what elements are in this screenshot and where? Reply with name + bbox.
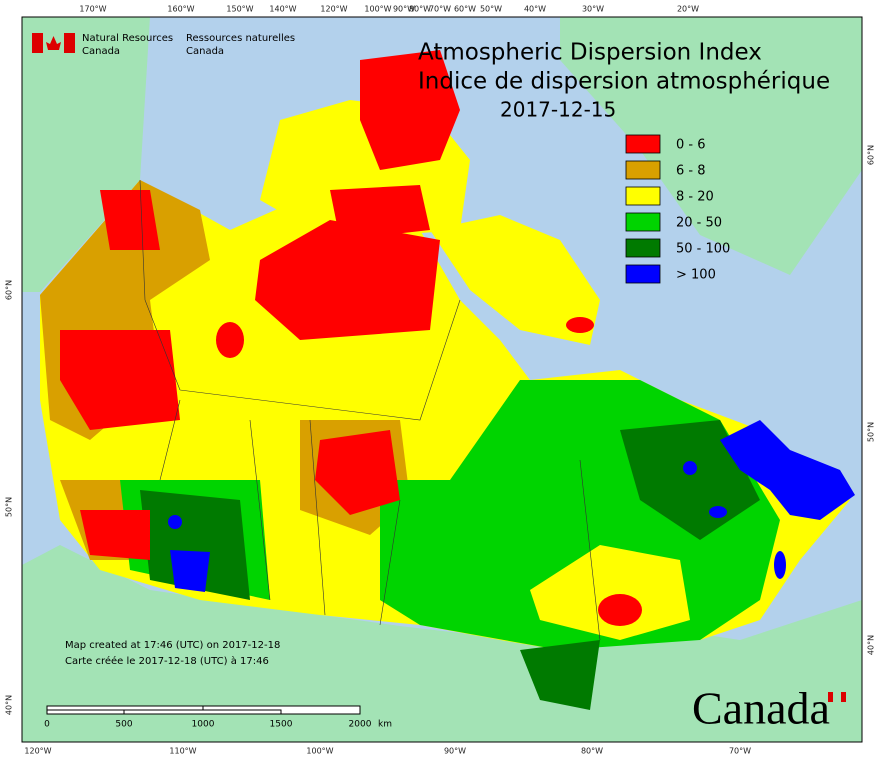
scale-bar [46, 705, 361, 715]
logo-text: Canada [82, 46, 120, 57]
longitude-label: 60°W [454, 5, 476, 14]
scale-label: 2000 [349, 720, 372, 730]
legend-swatch [625, 238, 661, 258]
logo-text: Natural Resources [82, 33, 173, 44]
zone [80, 510, 150, 560]
longitude-label: 90°W [393, 5, 415, 14]
zone [709, 506, 727, 518]
latitude-label: 50°N [5, 497, 14, 517]
zone [566, 317, 594, 333]
note: Carte créée le 2017-12-18 (UTC) à 17:46 [65, 655, 269, 667]
scale-label: 500 [115, 720, 132, 730]
zone [170, 550, 210, 592]
frame [21, 16, 863, 743]
legend-label: 0 - 6 [676, 138, 706, 153]
longitude-label: 90°W [444, 747, 466, 756]
legend-label: 50 - 100 [676, 242, 730, 257]
zone [315, 430, 400, 515]
longitude-label: 150°W [226, 5, 253, 14]
dispersion-zones [40, 50, 855, 710]
longitude-label: 160°W [167, 5, 194, 14]
longitude-label: 70°W [429, 5, 451, 14]
longitude-label: 120°W [320, 5, 347, 14]
zone [683, 461, 697, 475]
longitude-label: 30°W [582, 5, 604, 14]
provinces [139, 179, 601, 641]
longitude-label: 50°W [480, 5, 502, 14]
zone [530, 545, 690, 640]
longitude-label: 40°W [524, 5, 546, 14]
latitude-label: 40°N [867, 635, 876, 655]
longitude-label: 100°W [306, 747, 333, 756]
zone [140, 490, 250, 600]
longitude-label: 20°W [677, 5, 699, 14]
longitude-label: 140°W [269, 5, 296, 14]
logo-text: Ressources naturelles [186, 33, 295, 44]
zone [216, 322, 244, 358]
scale-unit: km [378, 720, 392, 730]
zone [330, 185, 430, 240]
nrcan-logo: Natural Resources Canada Ressources natu… [32, 33, 295, 57]
legend-label: > 100 [676, 268, 716, 283]
legend-swatch [625, 212, 661, 232]
zone [100, 190, 160, 250]
scale-label: 1000 [192, 720, 215, 730]
longitude-label: 80°W [581, 747, 603, 756]
zone [598, 594, 642, 626]
longitude-label: 80°W [409, 5, 431, 14]
longitude-label: 120°W [24, 747, 51, 756]
zone [60, 330, 180, 430]
title: Indice de dispersion atmosphérique [418, 69, 830, 95]
latitude-label: 60°N [5, 280, 14, 300]
wordmark-text: Canada [692, 683, 830, 734]
latitude-label: 50°N [867, 422, 876, 442]
zone [774, 551, 786, 579]
logo-text: Canada [186, 46, 224, 57]
title: Atmospheric Dispersion Index [418, 40, 762, 66]
zone [255, 220, 440, 340]
zone [520, 640, 600, 710]
longitude-label: 100°W [364, 5, 391, 14]
legend-label: 20 - 50 [676, 216, 722, 231]
legend-swatch [625, 160, 661, 180]
zone [360, 50, 460, 170]
scale-label: 0 [44, 720, 50, 730]
zone [168, 515, 182, 529]
legend-label: 6 - 8 [676, 164, 706, 179]
wordmark: Canada [692, 683, 846, 734]
latitude-label: 60°N [867, 145, 876, 165]
note: Map created at 17:46 (UTC) on 2017-12-18 [65, 640, 280, 651]
longitude-label: 170°W [79, 5, 106, 14]
latitude-label: 40°N [5, 695, 14, 715]
legend-swatch [625, 264, 661, 284]
longitude-label: 110°W [169, 747, 196, 756]
legend-swatch [625, 186, 661, 206]
legend-swatch [625, 134, 661, 154]
date: 2017-12-15 [500, 98, 616, 122]
scale-label: 1500 [270, 720, 293, 730]
neighbour-land [22, 17, 862, 742]
zone [720, 420, 855, 520]
longitude-label: 70°W [729, 747, 751, 756]
legend-label: 8 - 20 [676, 190, 714, 205]
zone [430, 215, 600, 345]
